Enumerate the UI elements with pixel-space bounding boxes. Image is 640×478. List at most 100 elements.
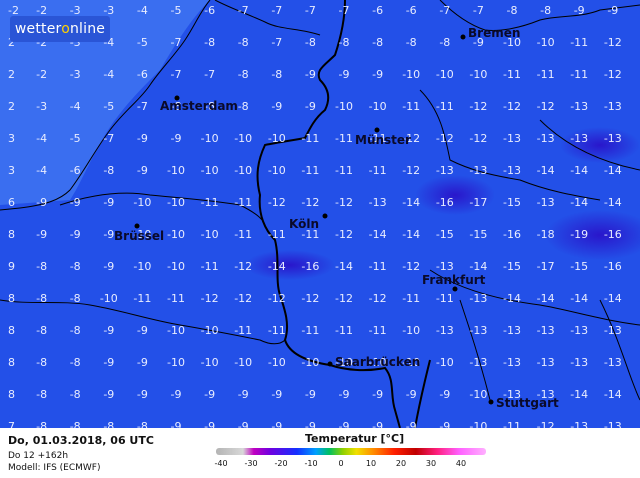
scale-tick-label: -40 xyxy=(214,459,228,468)
grid-value: -9 xyxy=(406,388,417,401)
grid-value: -8 xyxy=(238,36,249,49)
grid-value: -8 xyxy=(36,420,47,428)
grid-value: -9 xyxy=(204,420,215,428)
grid-value: -9 xyxy=(406,420,417,428)
grid-value: -10 xyxy=(201,164,219,177)
grid-value: -4 xyxy=(36,164,47,177)
grid-value: -13 xyxy=(537,324,555,337)
grid-value: -9 xyxy=(372,388,383,401)
grid-value: -7 xyxy=(339,4,350,17)
logo-text: wetter xyxy=(14,21,62,37)
grid-value: -12 xyxy=(268,196,286,209)
temperature-color-scale xyxy=(216,448,486,455)
grid-value: -12 xyxy=(335,228,353,241)
grid-value: -12 xyxy=(537,420,555,428)
grid-value: -3 xyxy=(103,4,114,17)
grid-value: -13 xyxy=(503,388,521,401)
grid-value: -10 xyxy=(503,36,521,49)
grid-value: -11 xyxy=(369,164,387,177)
wetteronline-logo[interactable]: wetteronline xyxy=(10,16,110,42)
grid-value: -8 xyxy=(36,324,47,337)
grid-value: -15 xyxy=(503,260,521,273)
grid-value: -11 xyxy=(335,324,353,337)
scale-tick-label: 10 xyxy=(365,459,377,468)
grid-value: -16 xyxy=(604,260,622,273)
grid-value: -10 xyxy=(133,228,151,241)
grid-value: -12 xyxy=(402,260,420,273)
grid-value: -14 xyxy=(604,164,622,177)
grid-value: -11 xyxy=(301,164,319,177)
grid-value: -17 xyxy=(469,196,487,209)
temperature-map: -2 -2 -3 -3 -4 -5 -6 -7 -7 -7 -7 -6 -6 -7 -7 -8 -8 -9 -9 2 -… xyxy=(0,0,640,428)
grid-value: -12 xyxy=(469,100,487,113)
grid-value: -13 xyxy=(537,388,555,401)
scale-tick-label: -10 xyxy=(304,459,318,468)
grid-value: -14 xyxy=(604,388,622,401)
temperature-values: -2 -2 -3 -3 -4 -5 -6 -7 -7 -7 -7 -6 -6 -7 -7 -8 -8 -9 -9 2 -… xyxy=(8,4,622,428)
grid-value: -9 xyxy=(339,420,350,428)
grid-value: 2 xyxy=(8,100,15,113)
scale-tick-label: -30 xyxy=(244,459,258,468)
grid-value: -3 xyxy=(36,100,47,113)
grid-value: -10 xyxy=(100,292,118,305)
grid-value: -7 xyxy=(137,100,148,113)
country-border xyxy=(0,299,286,345)
grid-value: -13 xyxy=(503,164,521,177)
grid-value: -7 xyxy=(171,68,182,81)
logo-text-o: o xyxy=(61,21,70,37)
grid-value: -12 xyxy=(436,132,454,145)
grid-value: -11 xyxy=(369,132,387,145)
grid-value: -11 xyxy=(301,132,319,145)
city-muenster: Münster xyxy=(355,127,411,147)
grid-value: -9 xyxy=(305,420,316,428)
grid-value: -9 xyxy=(137,356,148,369)
grid-value: -10 xyxy=(133,260,151,273)
scale-tick-label: -20 xyxy=(274,459,288,468)
grid-value: -13 xyxy=(469,324,487,337)
grid-value: -11 xyxy=(503,420,521,428)
grid-value: -13 xyxy=(436,260,454,273)
city-bremen: Bremen xyxy=(460,26,520,40)
grid-value: -9 xyxy=(271,420,282,428)
grid-value: -10 xyxy=(167,196,185,209)
grid-value: -13 xyxy=(604,100,622,113)
grid-value: -7 xyxy=(103,132,114,145)
grid-value: -4 xyxy=(137,4,148,17)
grid-value: -9 xyxy=(439,388,450,401)
grid-value: -10 xyxy=(268,132,286,145)
legend-title: Temperatur [°C] xyxy=(305,432,405,445)
cold-area xyxy=(560,127,640,163)
city-dot xyxy=(488,399,494,405)
grid-value: -9 xyxy=(607,4,618,17)
grid-value: -11 xyxy=(133,292,151,305)
grid-value: 2 xyxy=(8,68,15,81)
grid-value: -9 xyxy=(305,100,316,113)
grid-value: -14 xyxy=(537,292,555,305)
grid-value: -8 xyxy=(36,388,47,401)
grid-value: -11 xyxy=(537,68,555,81)
city-label: Münster xyxy=(355,133,411,147)
grid-value: 2 xyxy=(8,36,15,49)
grid-value: -13 xyxy=(570,132,588,145)
grid-value: -9 xyxy=(103,260,114,273)
grid-value: -8 xyxy=(238,68,249,81)
grid-value: -10 xyxy=(234,356,252,369)
grid-value: -11 xyxy=(201,196,219,209)
grid-value: -10 xyxy=(268,164,286,177)
grid-value: -7 xyxy=(271,4,282,17)
grid-value: -11 xyxy=(369,324,387,337)
grid-value: -10 xyxy=(369,100,387,113)
grid-value: -8 xyxy=(406,36,417,49)
scale-tick-label: 20 xyxy=(395,459,407,468)
grid-value: -10 xyxy=(402,356,420,369)
grid-value: -2 xyxy=(8,4,19,17)
grid-value: -11 xyxy=(268,228,286,241)
grid-value: -9 xyxy=(238,388,249,401)
grid-value: -11 xyxy=(570,36,588,49)
grid-value: -14 xyxy=(503,292,521,305)
city-frankfurt: Frankfurt xyxy=(422,273,486,292)
grid-value: -18 xyxy=(537,228,555,241)
logo-text: nline xyxy=(69,21,106,37)
city-saarbruecken: Saarbrücken xyxy=(327,355,420,369)
grid-value: -12 xyxy=(604,68,622,81)
